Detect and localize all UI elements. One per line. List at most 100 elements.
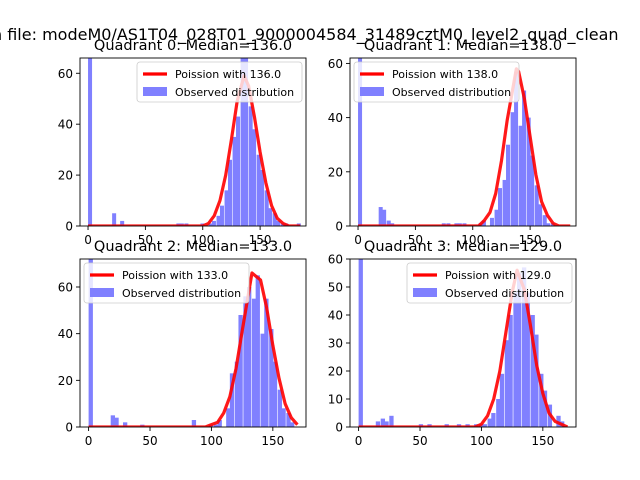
histogram-bar: [256, 154, 261, 226]
legend-box: [406, 262, 573, 304]
axes-frame: [79, 57, 307, 227]
y-tick-label: 60: [58, 67, 73, 81]
axes-frame: [349, 57, 577, 227]
y-tick-label: 40: [58, 118, 73, 132]
histogram-bar: [489, 217, 494, 226]
x-tick-label: 100: [191, 233, 214, 247]
legend: Poission with 136.0 Observed distribution: [136, 61, 303, 103]
y-tick-label: 20: [58, 374, 73, 388]
x-tick-label: 0: [355, 434, 363, 448]
histogram-bar: [260, 333, 265, 427]
histogram-bar: [530, 315, 535, 427]
panel-quadrant-3: 0 50 100 150 0 10 20 30 40 50 60 Quadrant 3: Median…: [328, 239, 577, 448]
legend-label-observed: Observed distribution: [392, 86, 511, 99]
legend-bar-swatch: [413, 288, 437, 297]
histogram-bar: [389, 415, 394, 427]
panel-title: Quadrant 3: Median=129.0: [364, 239, 562, 255]
figure-suptitle: n file: modeM0/AS1T04_028T01_9000004584_…: [0, 25, 619, 45]
histogram-bar: [226, 408, 231, 427]
histogram-bar: [522, 90, 527, 226]
panel-quadrant-1: 0 50 100 150 0 20 40 60 Quadrant 1: Median=138.0…: [328, 38, 577, 247]
plot-area: [88, 259, 299, 427]
y-tick-label: 60: [58, 281, 73, 295]
panel-quadrant-0: 0 50 100 150 0 20 40 60 Quadrant 0: Median=136.0…: [58, 38, 307, 247]
histogram-bar: [358, 259, 363, 427]
histogram-bar: [506, 144, 511, 226]
legend-label-poisson: Poission with 129.0: [445, 269, 551, 282]
y-tick-label: 40: [328, 111, 343, 125]
y-tick-label: 60: [328, 253, 343, 267]
histogram-bar: [277, 389, 283, 427]
histogram-bar: [526, 117, 531, 226]
histogram-bar: [208, 223, 213, 226]
y-tick-label: 60: [328, 57, 343, 71]
histogram-bar: [269, 329, 274, 427]
histogram-bar: [247, 287, 252, 427]
histogram-bar: [216, 215, 221, 226]
histogram-bar: [542, 215, 547, 226]
histogram-bar: [382, 209, 387, 226]
x-tick-label: 0: [85, 434, 93, 448]
histogram-bar: [243, 296, 248, 427]
histogram-bar: [546, 223, 551, 226]
legend: Poission with 138.0 Observed distribution: [353, 61, 520, 103]
histogram-bar: [494, 209, 499, 226]
histogram-bar: [244, 58, 249, 226]
histogram-bar: [487, 418, 492, 427]
histogram-bar: [213, 424, 219, 427]
legend-box: [136, 61, 303, 103]
x-tick-label: 150: [531, 434, 554, 448]
histogram-bar: [358, 58, 363, 226]
histogram-bar: [120, 220, 125, 226]
histogram-bar: [502, 179, 507, 226]
x-tick-label: 50: [408, 233, 423, 247]
axes-frame: [79, 258, 307, 428]
legend-label-observed: Observed distribution: [445, 287, 564, 300]
histogram-bar: [255, 275, 260, 427]
y-tick-label: 0: [65, 421, 73, 435]
legend-bar-swatch: [143, 87, 167, 96]
histogram-bar: [219, 205, 224, 226]
histogram-bar: [248, 106, 253, 226]
legend: Poission with 133.0 Observed distribution: [83, 262, 250, 304]
histogram-bar: [518, 125, 523, 226]
plot-area: [88, 58, 301, 226]
histogram-bar: [386, 220, 391, 226]
histogram-bar: [499, 373, 505, 427]
y-tick-label: 30: [328, 337, 343, 351]
x-tick-label: 150: [249, 233, 272, 247]
histogram-bar: [481, 220, 486, 226]
histogram-bar: [530, 155, 535, 226]
x-tick-label: 100: [200, 434, 223, 448]
histogram-bar: [264, 190, 269, 226]
histogram-bar: [252, 129, 257, 226]
x-tick-label: 0: [354, 233, 362, 247]
histogram-bar: [538, 204, 543, 226]
histogram-bar: [378, 207, 383, 226]
histogram-bar: [290, 422, 295, 427]
y-tick-label: 20: [328, 165, 343, 179]
histogram-bar: [260, 170, 265, 226]
histogram-bar: [227, 159, 233, 226]
histogram-bar: [112, 213, 117, 226]
y-tick-label: 50: [328, 281, 343, 295]
y-tick-label: 0: [65, 220, 73, 234]
x-tick-label: 50: [412, 434, 427, 448]
histogram-bar: [272, 213, 277, 226]
x-tick-label: 100: [461, 233, 484, 247]
histogram-bar: [110, 415, 116, 427]
legend-label-observed: Observed distribution: [122, 287, 241, 300]
legend-label-poisson: Poission with 136.0: [175, 68, 281, 81]
histogram-bar: [521, 267, 527, 427]
histogram-bar: [534, 334, 539, 427]
histogram-bar: [375, 421, 381, 427]
histogram-bar: [240, 58, 245, 226]
legend: Poission with 129.0 Observed distribution: [406, 262, 573, 304]
histogram-bar: [229, 373, 235, 427]
x-tick-label: 100: [470, 434, 493, 448]
legend-box: [353, 61, 520, 103]
histogram-bar: [281, 408, 286, 427]
histogram-bar: [534, 185, 539, 226]
legend-bar-swatch: [90, 288, 114, 297]
